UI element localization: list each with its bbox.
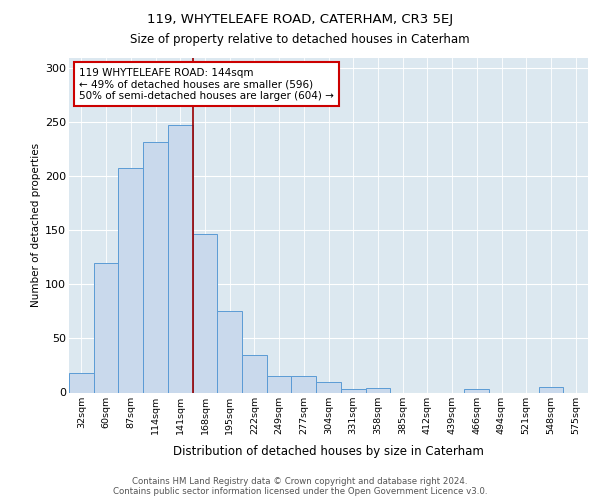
Y-axis label: Number of detached properties: Number of detached properties [31, 143, 41, 307]
Text: Contains HM Land Registry data © Crown copyright and database right 2024.: Contains HM Land Registry data © Crown c… [132, 477, 468, 486]
Bar [292, 376, 316, 392]
Bar [217, 312, 242, 392]
Text: Contains public sector information licensed under the Open Government Licence v3: Contains public sector information licen… [113, 487, 487, 496]
Bar [143, 142, 168, 393]
Bar [341, 390, 365, 392]
Bar [118, 168, 143, 392]
Bar [94, 263, 118, 392]
Bar [267, 376, 292, 392]
Text: 119 WHYTELEAFE ROAD: 144sqm
← 49% of detached houses are smaller (596)
50% of se: 119 WHYTELEAFE ROAD: 144sqm ← 49% of det… [79, 68, 334, 101]
Bar [365, 388, 390, 392]
Bar [539, 387, 563, 392]
Bar [193, 234, 217, 392]
X-axis label: Distribution of detached houses by size in Caterham: Distribution of detached houses by size … [173, 445, 484, 458]
Bar [316, 382, 341, 392]
Bar [242, 354, 267, 393]
Text: 119, WHYTELEAFE ROAD, CATERHAM, CR3 5EJ: 119, WHYTELEAFE ROAD, CATERHAM, CR3 5EJ [147, 12, 453, 26]
Text: Size of property relative to detached houses in Caterham: Size of property relative to detached ho… [130, 32, 470, 46]
Bar [69, 373, 94, 392]
Bar [464, 390, 489, 392]
Bar [168, 124, 193, 392]
